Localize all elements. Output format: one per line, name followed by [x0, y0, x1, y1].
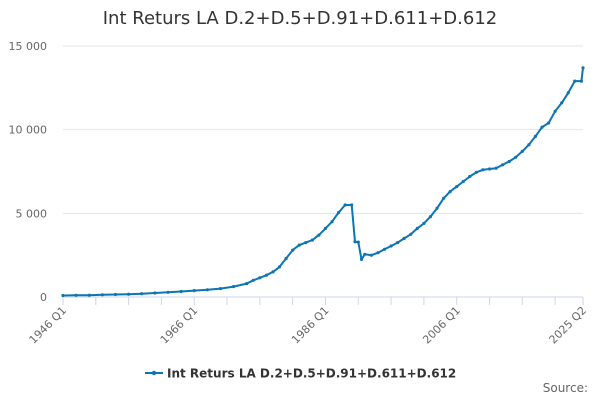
data-point[interactable]	[304, 241, 308, 245]
source-label: Source:	[542, 381, 588, 395]
legend-series-marker	[151, 370, 157, 376]
data-point[interactable]	[435, 206, 439, 210]
data-point[interactable]	[560, 101, 564, 105]
data-point[interactable]	[415, 226, 419, 230]
data-point[interactable]	[317, 233, 321, 237]
data-point[interactable]	[264, 273, 268, 277]
data-point[interactable]	[520, 149, 524, 153]
axis-layer: 0 5 000 10 000 15 000 1946 Q1 1966 Q1 1986 Q1 2…	[9, 40, 590, 346]
data-point[interactable]	[527, 143, 531, 147]
data-point[interactable]	[330, 220, 334, 224]
data-point[interactable]	[140, 292, 144, 296]
data-point[interactable]	[359, 257, 364, 261]
data-point[interactable]	[363, 252, 367, 256]
data-point[interactable]	[553, 109, 557, 113]
data-point[interactable]	[232, 285, 236, 289]
data-point[interactable]	[468, 174, 472, 179]
data-point[interactable]	[356, 240, 360, 244]
data-point[interactable]	[422, 221, 426, 225]
data-point[interactable]	[514, 155, 518, 159]
data-point[interactable]	[579, 79, 584, 83]
x-tick-label: 1966 Q1	[158, 304, 201, 347]
series-layer	[61, 66, 585, 298]
data-point[interactable]	[87, 293, 91, 297]
data-point[interactable]	[494, 166, 498, 170]
data-point[interactable]	[474, 170, 478, 174]
x-tick-label: 1946 Q1	[27, 304, 70, 347]
data-point[interactable]	[113, 292, 118, 297]
data-point[interactable]	[284, 256, 288, 261]
data-point[interactable]	[297, 243, 301, 247]
data-point[interactable]	[350, 203, 354, 207]
data-point[interactable]	[442, 196, 446, 200]
data-point[interactable]	[428, 215, 432, 219]
y-tick-label: 0	[40, 291, 47, 304]
data-point[interactable]	[61, 293, 65, 298]
legend[interactable]: Int Returs LA D.2+D.5+D.91+D.611+D.612	[145, 367, 456, 381]
chart-title: Int Returs LA D.2+D.5+D.91+D.611+D.612	[102, 8, 498, 29]
data-point[interactable]	[581, 66, 585, 70]
y-tick-label: 15 000	[9, 40, 48, 53]
legend-series-label: Int Returs LA D.2+D.5+D.91+D.611+D.612	[167, 367, 456, 381]
data-point[interactable]	[448, 190, 452, 194]
x-tick-label: 2025 Q2	[547, 304, 590, 347]
series-line-0[interactable]	[62, 67, 584, 297]
data-point[interactable]	[192, 289, 196, 293]
data-point[interactable]	[343, 203, 347, 207]
data-point[interactable]	[153, 291, 157, 295]
data-point[interactable]	[291, 248, 295, 252]
data-point[interactable]	[205, 288, 209, 292]
data-point[interactable]	[540, 125, 544, 129]
data-point[interactable]	[533, 134, 538, 138]
data-point[interactable]	[573, 79, 577, 83]
data-point[interactable]	[74, 293, 78, 297]
data-point[interactable]	[258, 276, 262, 280]
data-point[interactable]	[353, 240, 357, 244]
data-point[interactable]	[547, 121, 551, 125]
data-point[interactable]	[127, 292, 131, 296]
data-point[interactable]	[507, 159, 511, 164]
grid-layer	[63, 45, 583, 214]
x-tick-label: 2006 Q1	[420, 304, 463, 347]
data-point[interactable]	[179, 289, 183, 294]
data-point[interactable]	[310, 238, 314, 242]
data-point[interactable]	[501, 163, 505, 167]
data-point[interactable]	[396, 241, 400, 245]
data-point[interactable]	[481, 168, 485, 172]
data-point[interactable]	[369, 253, 373, 257]
data-point[interactable]	[337, 210, 341, 215]
data-point[interactable]	[166, 290, 170, 294]
data-point[interactable]	[323, 226, 328, 230]
data-point[interactable]	[100, 293, 104, 297]
data-point[interactable]	[277, 265, 282, 269]
data-point[interactable]	[409, 232, 413, 236]
x-tick-label: 1986 Q1	[289, 304, 332, 347]
data-point[interactable]	[382, 247, 387, 251]
data-point[interactable]	[566, 91, 570, 95]
data-point[interactable]	[455, 185, 459, 189]
data-point[interactable]	[487, 167, 492, 171]
y-tick-label: 5 000	[16, 207, 48, 220]
data-point[interactable]	[271, 270, 275, 274]
data-point[interactable]	[245, 282, 249, 286]
data-point[interactable]	[218, 287, 223, 291]
data-point[interactable]	[461, 179, 465, 184]
data-point[interactable]	[376, 251, 380, 255]
y-tick-label: 10 000	[9, 124, 48, 137]
data-point[interactable]	[389, 244, 393, 248]
data-point[interactable]	[251, 278, 255, 282]
data-point[interactable]	[402, 236, 406, 240]
